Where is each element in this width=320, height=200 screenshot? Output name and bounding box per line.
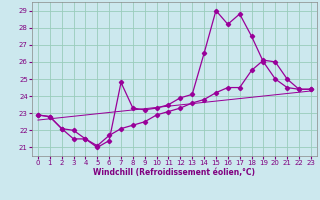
X-axis label: Windchill (Refroidissement éolien,°C): Windchill (Refroidissement éolien,°C) (93, 168, 255, 177)
